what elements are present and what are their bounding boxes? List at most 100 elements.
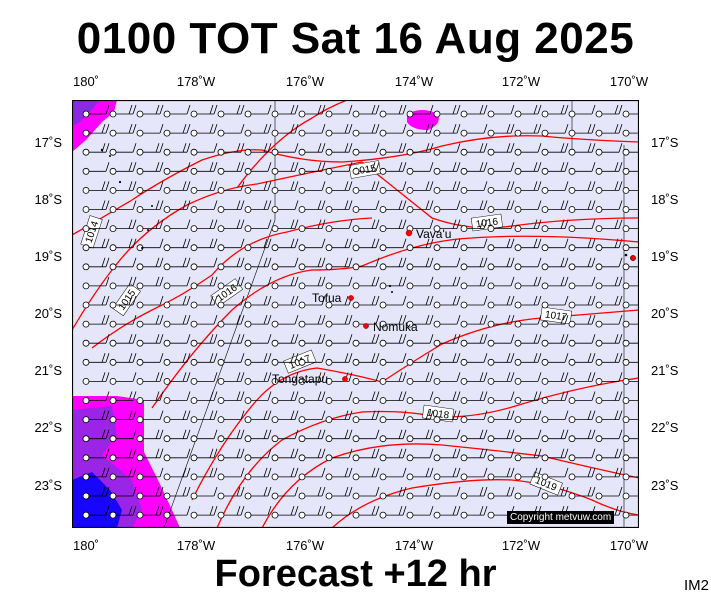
- wind-barb: [568, 448, 596, 462]
- wind-barb: [325, 123, 353, 137]
- wind-barb: [352, 219, 380, 233]
- wind-barb: [190, 429, 218, 443]
- wind-barb: [217, 162, 245, 175]
- place-label-tongatapu: Tongatapu: [272, 372, 328, 386]
- wind-barb: [136, 276, 164, 290]
- wind-barb: [244, 429, 272, 443]
- wind-barb: [109, 238, 137, 252]
- isobar-line: [72, 161, 363, 331]
- wind-barb: [460, 334, 488, 347]
- wind-barb: [271, 372, 299, 385]
- wind-barb: [190, 238, 218, 252]
- wind-barb: [352, 429, 380, 443]
- wind-barb: [271, 391, 299, 404]
- wind-barb: [406, 181, 434, 194]
- island-shape: [100, 148, 104, 152]
- lon-label-top: 172˚W: [501, 74, 541, 89]
- wind-barb: [109, 200, 137, 213]
- wind-barb: [325, 429, 353, 443]
- wind-barb: [298, 334, 326, 347]
- wind-barb: [163, 162, 191, 175]
- place-dot-nomuka: [363, 323, 369, 329]
- wind-barb: [460, 219, 488, 233]
- wind-barb: [217, 429, 245, 443]
- wind-barb: [379, 372, 407, 385]
- wind-barb: [487, 334, 515, 347]
- place-dot-vavau: [405, 229, 413, 237]
- isobar-line: [91, 217, 373, 349]
- wind-barb: [487, 219, 515, 233]
- wind-barb: [163, 372, 191, 385]
- wind-barb: [595, 391, 623, 404]
- wind-barb: [352, 181, 380, 194]
- wind-barb: [541, 238, 569, 252]
- wind-barb: [109, 181, 137, 194]
- wind-barb: [271, 334, 299, 347]
- islands: [100, 148, 628, 293]
- wind-barb: [622, 110, 639, 118]
- wind-barb: [487, 143, 515, 156]
- wind-barb: [244, 200, 272, 213]
- wind-barb: [352, 104, 380, 118]
- wind-barb: [136, 295, 164, 309]
- wind-barb: [541, 123, 569, 137]
- forecast-subtitle: Forecast +12 hr: [214, 553, 497, 595]
- wind-barb: [136, 429, 164, 443]
- wind-barb: [82, 353, 110, 366]
- wind-barb: [379, 448, 407, 462]
- wind-barb: [352, 448, 380, 462]
- wind-barb: [622, 416, 639, 424]
- wind-barb: [406, 295, 434, 309]
- wind-barb: [487, 391, 515, 404]
- wind-barb: [136, 314, 164, 328]
- lat-label-right: 17˚S: [651, 135, 679, 150]
- wind-barb: [352, 467, 380, 481]
- wind-barb: [514, 104, 542, 118]
- wind-barb: [298, 104, 326, 118]
- wind-barb: [541, 353, 569, 366]
- lon-label-top: 174˚W: [394, 74, 434, 89]
- wind-barb: [136, 372, 164, 385]
- lat-label-right: 18˚S: [651, 192, 679, 207]
- wind-barb: [622, 377, 639, 385]
- wind-barb: [298, 391, 326, 404]
- wind-barb: [190, 181, 218, 194]
- wind-barb: [433, 467, 461, 481]
- isobar-label: 1015: [353, 163, 377, 178]
- wind-barb: [433, 353, 461, 366]
- wind-barb: [82, 276, 110, 290]
- wind-barb: [406, 257, 434, 271]
- wind-barb: [217, 486, 245, 500]
- wind-barb: [595, 353, 623, 366]
- wind-barb: [433, 295, 461, 309]
- wind-barb: [352, 486, 380, 500]
- wind-barb: [568, 391, 596, 404]
- wind-barb: [271, 162, 299, 175]
- wind-barb: [163, 257, 191, 271]
- wind-barb: [514, 372, 542, 385]
- lat-label-left: 18˚S: [34, 192, 62, 207]
- wind-barb: [379, 200, 407, 213]
- wind-barb: [622, 129, 639, 137]
- wind-barb: [379, 353, 407, 366]
- wind-barb: [541, 257, 569, 271]
- wind-barb: [190, 123, 218, 137]
- wind-barb: [271, 314, 299, 328]
- wind-barb: [298, 448, 326, 462]
- wind-barb: [352, 391, 380, 404]
- wind-barb: [109, 429, 137, 443]
- wind-barb: [109, 372, 137, 385]
- wind-barb: [622, 148, 639, 156]
- wind-barb: [136, 162, 164, 175]
- wind-barb: [568, 410, 596, 424]
- wind-barb: [514, 295, 542, 309]
- wind-barb: [163, 295, 191, 309]
- wind-barb: [487, 314, 515, 328]
- isobar-line: [261, 443, 639, 528]
- island-shape: [624, 253, 628, 257]
- isobar-line: [216, 377, 639, 528]
- wind-barb: [487, 372, 515, 385]
- wind-barb: [433, 486, 461, 500]
- wind-barb: [460, 505, 488, 519]
- wind-barb: [352, 257, 380, 271]
